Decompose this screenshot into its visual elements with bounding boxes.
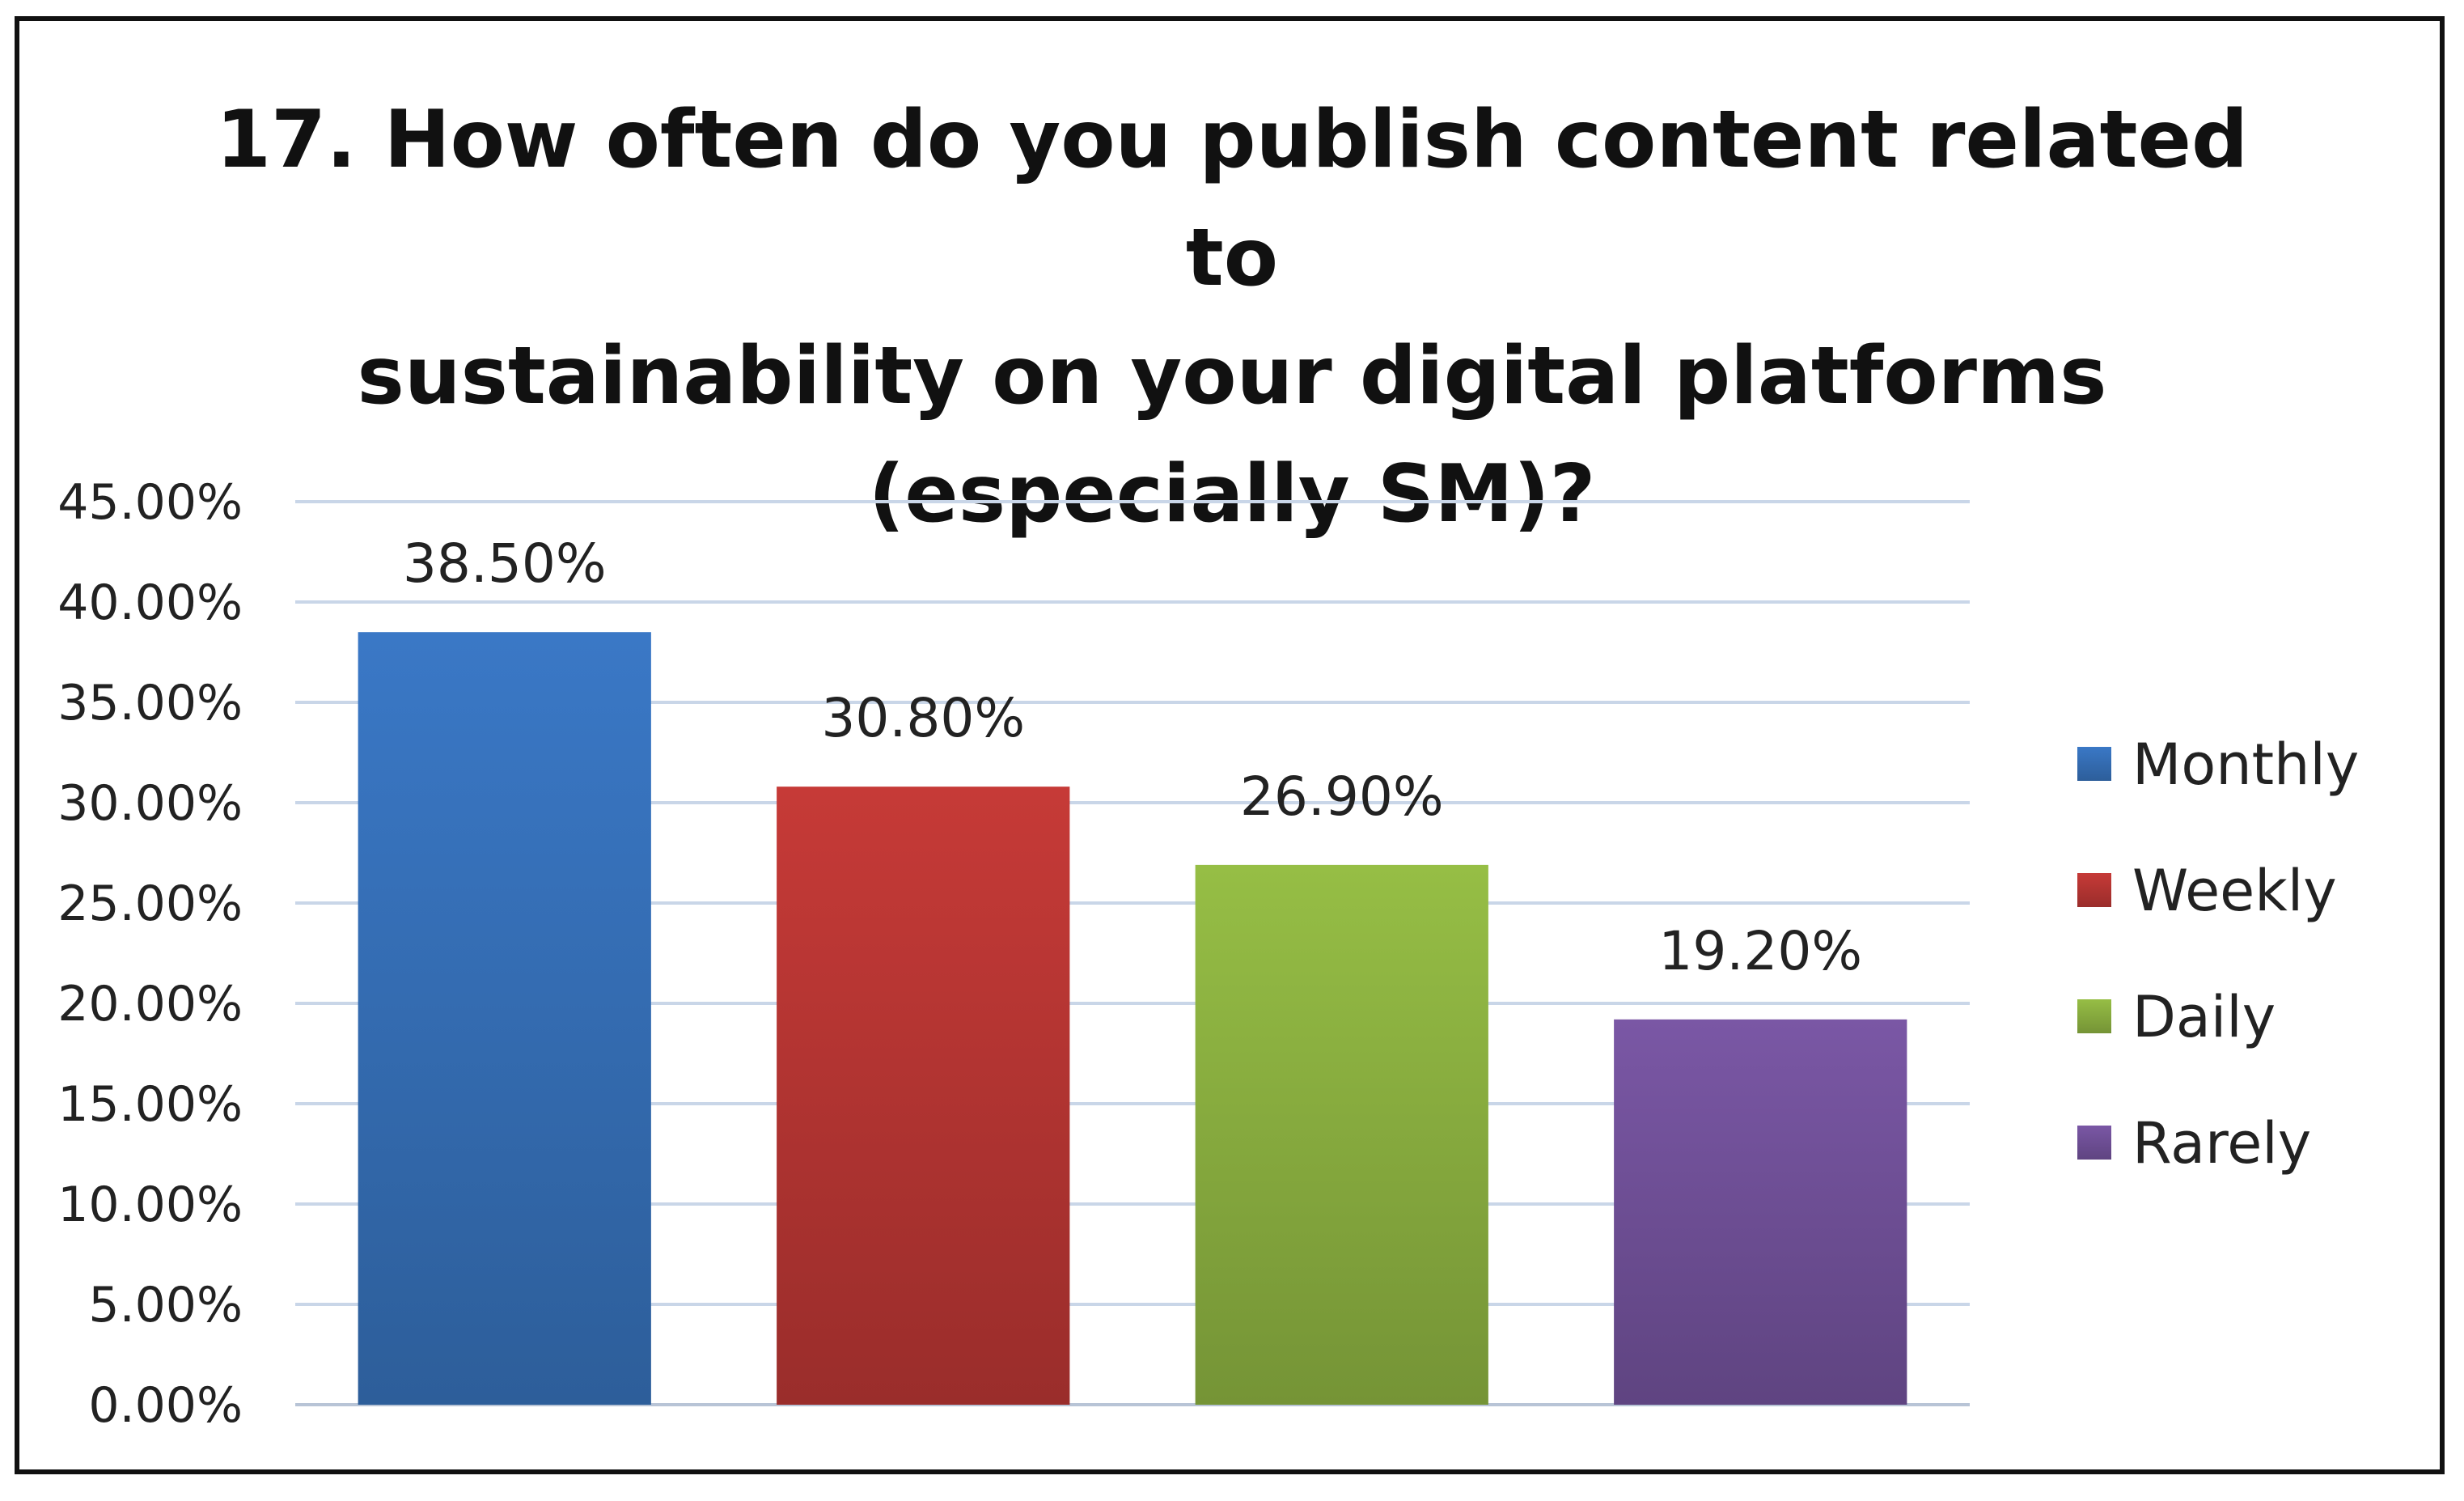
y-tick-label: 35.00% [57,675,243,731]
y-tick-label: 0.00% [88,1377,243,1434]
chart-title-line-1: 17. How often do you publish content rel… [215,94,2249,304]
data-label: 30.80% [821,687,1025,749]
data-label: 26.90% [1240,765,1444,828]
y-tick-label: 15.00% [57,1076,243,1133]
legend-swatch-daily [2077,999,2111,1033]
data-labels: 38.50% 30.80% 26.90% 19.20% [403,532,1862,982]
legend-label: Monthly [2132,731,2359,798]
legend: Monthly Weekly Daily Rarely [2077,731,2359,1177]
y-tick-label: 5.00% [88,1277,243,1334]
bar-rarely [1614,1019,1907,1405]
y-tick-label: 10.00% [57,1177,243,1233]
legend-label: Weekly [2132,858,2337,924]
bars [358,632,1907,1405]
chart-title: 17. How often do you publish content rel… [162,81,2302,553]
chart-title-line-2: sustainability on your digital platforms [357,330,2107,422]
y-tick-label: 30.00% [57,775,243,832]
bar-weekly [777,787,1070,1405]
bar-daily [1195,864,1488,1405]
y-tick-label: 45.00% [57,474,243,531]
data-label: 19.20% [1658,920,1862,982]
y-tick-label: 40.00% [57,575,243,631]
bar-monthly [358,632,651,1405]
legend-swatch-monthly [2077,747,2111,781]
legend-label: Daily [2132,984,2276,1050]
y-axis-tick-labels: 0.00% 5.00% 10.00% 15.00% 20.00% 25.00% 30.00%… [57,474,243,1434]
chart-title-line-3: (especially SM)? [868,448,1596,541]
legend-swatch-weekly [2077,873,2111,907]
y-tick-label: 20.00% [57,976,243,1032]
y-tick-label: 25.00% [57,876,243,932]
legend-label: Rarely [2132,1110,2311,1177]
data-label: 38.50% [403,532,607,595]
legend-swatch-rarely [2077,1126,2111,1160]
